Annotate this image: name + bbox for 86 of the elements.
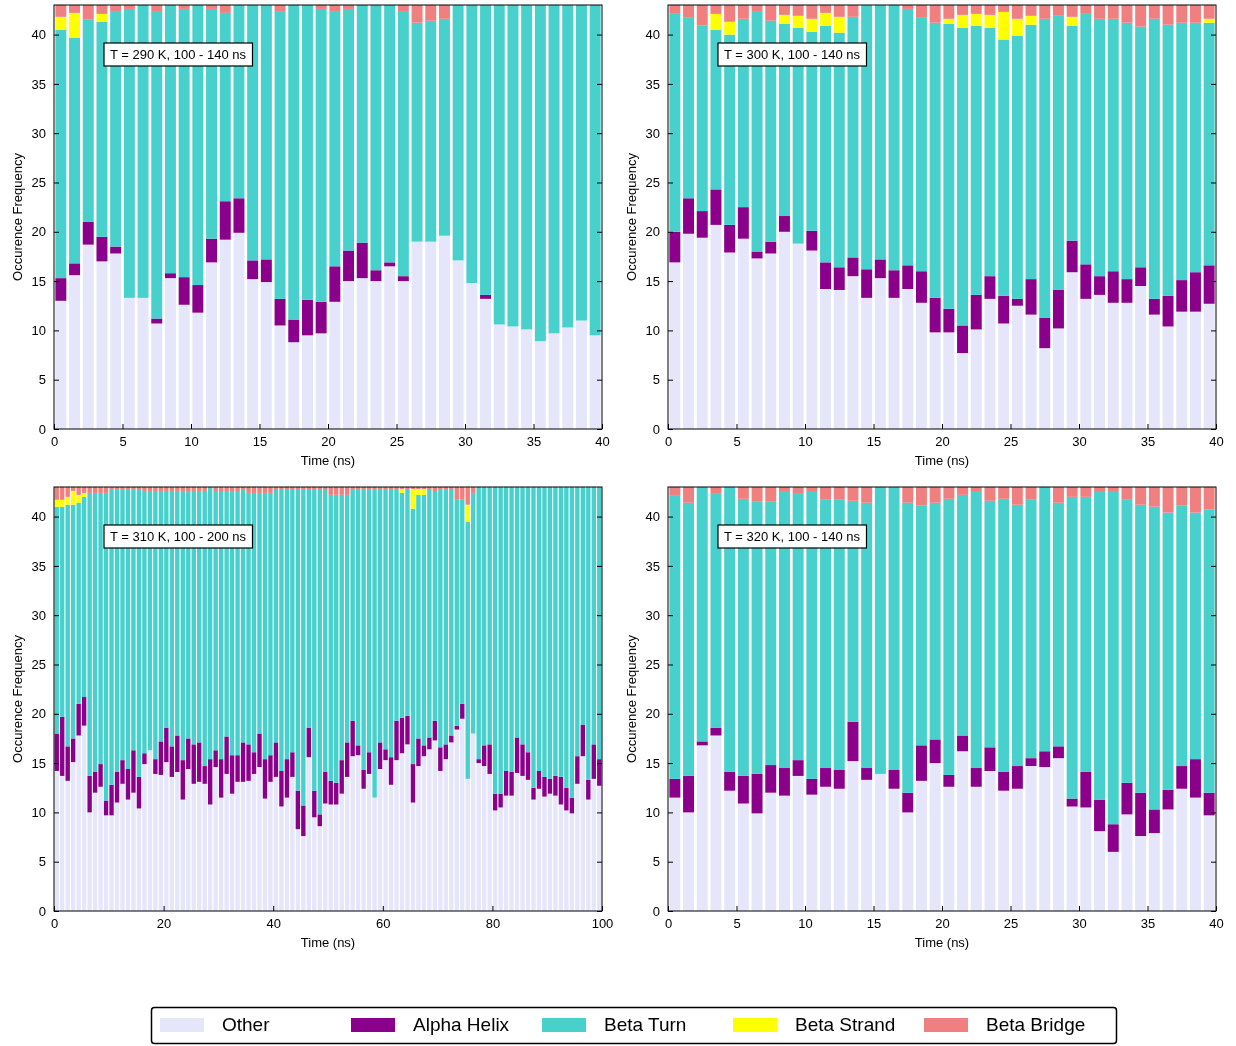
y-tick-label: 40	[31, 27, 46, 43]
y-tick-label: 25	[31, 175, 46, 191]
y-tick-label: 0	[38, 903, 46, 919]
legend-label: Other	[221, 1014, 270, 1035]
y-axis-title: Occurence Frequency	[10, 634, 25, 763]
x-tick-label: 5	[733, 916, 741, 932]
x-tick-label: 30	[1072, 434, 1087, 450]
x-tick-label: 40	[595, 434, 610, 450]
x-axis-title: Time (ns)	[300, 453, 356, 468]
x-tick-label: 0	[50, 434, 59, 450]
y-tick-label: 25	[645, 175, 660, 191]
x-tick-label: 20	[935, 916, 950, 932]
x-tick-label: 35	[1140, 916, 1156, 932]
x-tick-label: 0	[664, 434, 673, 450]
x-tick-label: 20	[156, 916, 172, 932]
annotation: T = 300 K, 100 - 140 ns	[724, 47, 861, 62]
x-tick-label: 25	[389, 434, 405, 450]
y-tick-label: 5	[38, 372, 46, 388]
y-tick-label: 0	[652, 903, 660, 919]
y-tick-label: 15	[645, 273, 660, 289]
x-tick-label: 30	[458, 434, 473, 450]
y-tick-label: 10	[31, 805, 46, 821]
y-tick-label: 5	[652, 372, 660, 388]
y-tick-label: 35	[31, 558, 46, 574]
x-tick-label: 25	[1003, 434, 1019, 450]
x-tick-label: 10	[184, 434, 199, 450]
x-tick-label: 35	[1140, 434, 1156, 450]
x-tick-label: 15	[866, 434, 882, 450]
x-tick-label: 40	[1209, 434, 1224, 450]
y-tick-label: 5	[652, 854, 660, 870]
x-tick-label: 25	[1003, 916, 1019, 932]
y-tick-label: 40	[645, 27, 660, 43]
x-tick-label: 20	[321, 434, 336, 450]
y-tick-label: 15	[645, 755, 660, 771]
y-tick-label: 25	[31, 657, 46, 673]
legend-label: Beta Bridge	[985, 1014, 1085, 1035]
y-axis-title: Occurence Frequency	[624, 152, 639, 281]
legend-label: Beta Strand	[794, 1014, 895, 1035]
y-tick-label: 20	[645, 224, 660, 240]
y-tick-label: 20	[31, 224, 46, 240]
annotation: T = 320 K, 100 - 140 ns	[724, 529, 861, 544]
y-tick-label: 15	[31, 273, 46, 289]
x-axis-title: Time (ns)	[914, 935, 970, 950]
x-tick-label: 100	[591, 916, 614, 932]
y-tick-label: 40	[645, 509, 660, 525]
annotation: T = 310 K, 100 - 200 ns	[110, 529, 247, 544]
x-tick-label: 5	[119, 434, 127, 450]
y-tick-label: 25	[645, 657, 660, 673]
annotation: T = 290 K, 100 - 140 ns	[110, 47, 247, 62]
legend-label: Beta Turn	[603, 1014, 686, 1035]
x-tick-label: 15	[252, 434, 268, 450]
y-tick-label: 0	[38, 421, 46, 437]
y-tick-label: 10	[31, 323, 46, 339]
y-tick-label: 20	[645, 706, 660, 722]
y-tick-label: 15	[31, 755, 46, 771]
y-tick-label: 0	[652, 421, 660, 437]
y-tick-label: 5	[38, 854, 46, 870]
y-tick-label: 30	[645, 125, 660, 141]
x-tick-label: 20	[935, 434, 950, 450]
y-axis-title: Occurence Frequency	[10, 152, 25, 281]
x-axis-title: Time (ns)	[914, 453, 970, 468]
y-tick-label: 10	[645, 805, 660, 821]
x-tick-label: 80	[485, 916, 501, 932]
y-tick-label: 10	[645, 323, 660, 339]
legend-label: Alpha Helix	[412, 1014, 510, 1035]
x-tick-label: 10	[798, 916, 813, 932]
y-tick-label: 35	[645, 558, 660, 574]
x-tick-label: 10	[798, 434, 813, 450]
x-tick-label: 15	[866, 916, 882, 932]
y-axis-title: Occurence Frequency	[624, 634, 639, 763]
y-tick-label: 35	[645, 76, 660, 92]
y-tick-label: 30	[645, 607, 660, 623]
x-tick-label: 60	[376, 916, 391, 932]
y-tick-label: 30	[31, 607, 46, 623]
x-tick-label: 30	[1072, 916, 1087, 932]
y-tick-label: 30	[31, 125, 46, 141]
x-tick-label: 40	[266, 916, 281, 932]
x-tick-label: 0	[664, 916, 673, 932]
y-tick-label: 35	[31, 76, 46, 92]
y-tick-label: 40	[31, 509, 46, 525]
y-tick-label: 20	[31, 706, 46, 722]
x-tick-label: 5	[733, 434, 741, 450]
x-tick-label: 0	[50, 916, 59, 932]
x-tick-label: 35	[526, 434, 542, 450]
x-tick-label: 40	[1209, 916, 1224, 932]
x-axis-title: Time (ns)	[300, 935, 356, 950]
